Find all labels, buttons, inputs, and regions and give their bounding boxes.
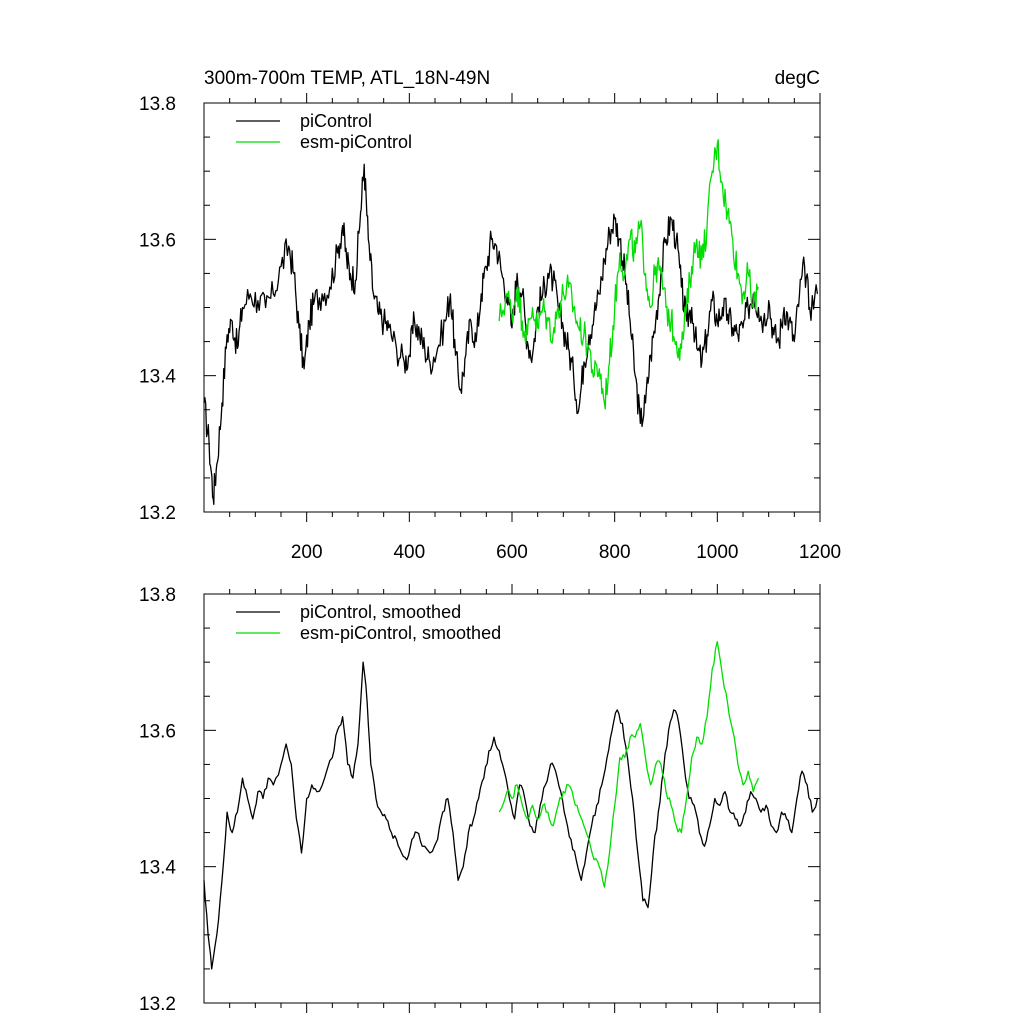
series-line-esm-picontrol [498, 641, 759, 888]
bottom-panel: 13.2 13.4 13.6 13.8 piControl, smoothedesm-p… [139, 584, 821, 1015]
x-tick-label: 800 [599, 542, 631, 563]
y-tick-label: 13.6 [139, 721, 176, 742]
y-tick-label: 13.2 [139, 503, 176, 524]
x-tick-label: 600 [496, 542, 528, 563]
figure-title: 300m-700m TEMP, ATL_18N-49N [204, 68, 490, 89]
legend-label: esm-piControl, smoothed [300, 623, 501, 643]
y-tick-label: 13.8 [139, 94, 176, 115]
x-tick-label: 400 [393, 542, 425, 563]
y-tick-label: 13.4 [139, 367, 176, 388]
y-tick-label: 13.2 [139, 994, 176, 1015]
y-tick-label: 13.4 [139, 858, 176, 879]
y-tick-label: 13.8 [139, 585, 176, 606]
legend-label: esm-piControl [300, 132, 412, 152]
figure-units: degC [775, 68, 820, 89]
series-line-picontrol [203, 163, 819, 505]
legend-label: piControl [300, 111, 372, 131]
x-tick-label: 200 [291, 542, 323, 563]
top-panel: 200 400 600 800 1000 1200 13.2 13.4 13.6 13.8 piCo… [139, 93, 841, 563]
x-tick-label: 1000 [696, 542, 738, 563]
series-line-esm-picontrol [498, 139, 760, 410]
x-tick-label: 1200 [799, 542, 841, 563]
series-line-picontrol [203, 661, 819, 970]
legend-label: piControl, smoothed [300, 602, 461, 622]
y-tick-label: 13.6 [139, 230, 176, 251]
